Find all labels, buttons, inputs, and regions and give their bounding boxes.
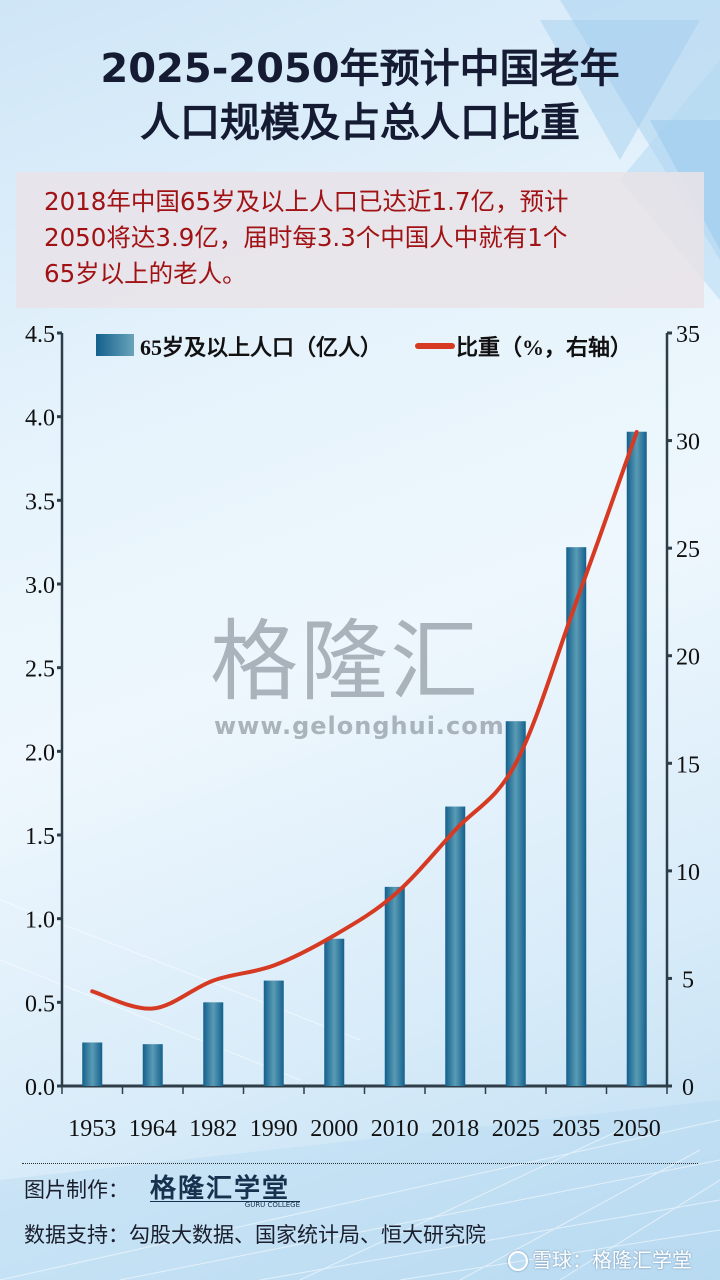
right-axis-tick-label: 30 bbox=[676, 430, 700, 456]
watermark-url: www.gelonghui.com bbox=[214, 712, 505, 740]
right-axis-tick-label: 25 bbox=[676, 537, 700, 563]
right-axis-tick-label: 35 bbox=[676, 322, 700, 348]
right-axis-tick-label: 5 bbox=[682, 967, 694, 993]
line-series bbox=[90, 429, 639, 1011]
summary-box: 2018年中国65岁及以上人口已达近1.7亿，预计 2050将达3.9亿，届时每… bbox=[16, 172, 704, 308]
x-axis-tick-label: 1964 bbox=[129, 1116, 177, 1142]
bar-2000 bbox=[324, 938, 345, 1086]
left-axis-tick-label: 4.0 bbox=[25, 406, 55, 432]
bar-2018 bbox=[445, 806, 466, 1086]
brand-english: GURU COLLEGE bbox=[150, 1201, 300, 1209]
left-axis-tick-label: 4.5 bbox=[25, 322, 55, 348]
right-axis-tick-label: 15 bbox=[676, 752, 700, 778]
left-axis-tick-label: 3.5 bbox=[25, 489, 55, 515]
bar-1953 bbox=[82, 1042, 103, 1086]
x-axis-tick-label: 2000 bbox=[310, 1116, 358, 1142]
bar-series bbox=[82, 431, 647, 1086]
footer-divider bbox=[22, 1163, 698, 1164]
xueqiu-logo-icon bbox=[508, 1251, 528, 1271]
bar-2025 bbox=[505, 721, 526, 1086]
watermark: 格隆汇 www.gelonghui.com bbox=[210, 610, 520, 741]
title-line-1: 2025-2050年预计中国老年 bbox=[100, 46, 620, 92]
x-axis-tick-label: 2010 bbox=[371, 1116, 419, 1142]
right-axis-tick-label: 20 bbox=[676, 645, 700, 671]
left-axis-tick-label: 1.5 bbox=[25, 824, 55, 850]
page-title: 2025-2050年预计中国老年 人口规模及占总人口比重 bbox=[0, 42, 720, 150]
title-line-2: 人口规模及占总人口比重 bbox=[140, 100, 580, 146]
bar-1990 bbox=[263, 980, 284, 1086]
summary-line-3: 65岁以上的老人。 bbox=[44, 259, 247, 288]
left-axis-tick-label: 2.0 bbox=[25, 740, 55, 766]
x-axis-tick-label: 1982 bbox=[189, 1116, 237, 1142]
x-axis-tick-label: 2025 bbox=[492, 1116, 540, 1142]
xueqiu-watermark: 雪球：格隆汇学堂 bbox=[508, 1244, 692, 1273]
chart: 0.0 0.5 1.0 1.5 2.0 2.5 3.0 3.5 4.0 4.5 0 5 10 15 20 25… bbox=[0, 310, 720, 1160]
left-axis-tick-label: 3.0 bbox=[25, 573, 55, 599]
bar-1964 bbox=[142, 1044, 163, 1086]
bar-1982 bbox=[203, 1002, 224, 1086]
x-axis-tick-label: 2050 bbox=[613, 1116, 661, 1142]
summary-line-2: 2050将达3.9亿，届时每3.3个中国人中就有1个 bbox=[44, 223, 568, 252]
bar-2035 bbox=[566, 547, 587, 1086]
left-axis-tick-label: 0.0 bbox=[25, 1075, 55, 1101]
right-axis-tick-label: 10 bbox=[676, 860, 700, 886]
left-axis-tick-label: 2.5 bbox=[25, 657, 55, 683]
watermark-text: 格隆汇 bbox=[210, 610, 481, 713]
data-source: 数据支持：勾股大数据、国家统计局、恒大研究院 bbox=[24, 1223, 486, 1247]
x-axis-tick-label: 2035 bbox=[552, 1116, 600, 1142]
legend-line-label: 比重（%，右轴） bbox=[456, 335, 632, 360]
legend-bar-swatch bbox=[96, 334, 134, 356]
x-axis-tick-label: 2018 bbox=[431, 1116, 479, 1142]
xueqiu-text: 雪球：格隆汇学堂 bbox=[532, 1248, 692, 1272]
made-by-label: 图片制作： bbox=[24, 1178, 129, 1202]
ratio-line bbox=[90, 429, 639, 1011]
chart-legend: 65岁及以上人口（亿人） 比重（%，右轴） bbox=[96, 334, 632, 360]
brand-logo: 格隆汇学堂 GURU COLLEGE bbox=[150, 1168, 300, 1209]
brand-name: 格隆汇学堂 bbox=[150, 1174, 291, 1204]
bar-2010 bbox=[384, 886, 405, 1086]
left-axis-tick-label: 0.5 bbox=[25, 991, 55, 1017]
x-axis-tick-label: 1990 bbox=[250, 1116, 298, 1142]
left-axis-tick-label: 1.0 bbox=[25, 908, 55, 934]
chart-canvas: 0.00.51.01.52.02.53.03.54.04.50510152025… bbox=[25, 322, 700, 1142]
summary-line-1: 2018年中国65岁及以上人口已达近1.7亿，预计 bbox=[44, 187, 569, 216]
right-axis-tick-label: 0 bbox=[682, 1075, 694, 1101]
bar-2050 bbox=[626, 431, 647, 1086]
chart-axes: 0.00.51.01.52.02.53.03.54.04.50510152025… bbox=[25, 322, 700, 1142]
legend-bar-label: 65岁及以上人口（亿人） bbox=[140, 335, 382, 360]
x-axis-tick-label: 1953 bbox=[68, 1116, 116, 1142]
